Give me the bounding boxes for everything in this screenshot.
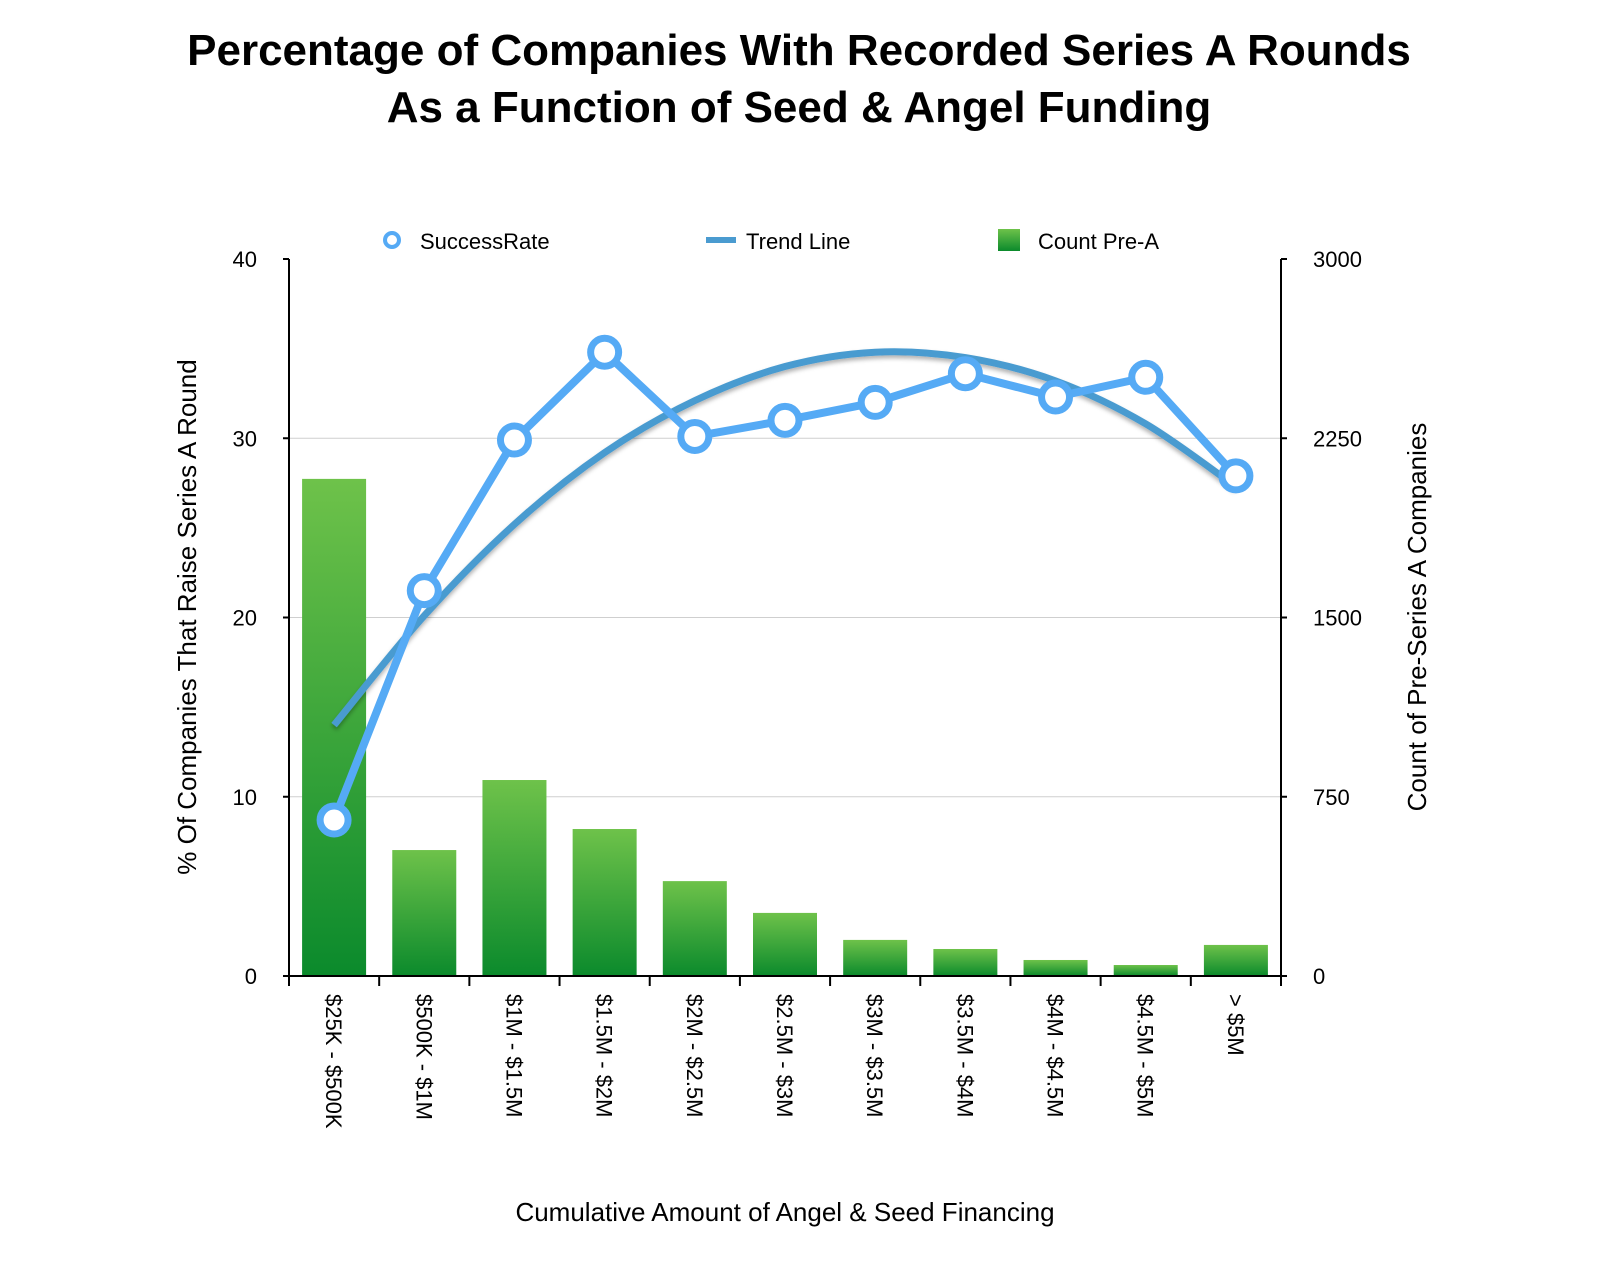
legend-count-marker xyxy=(998,229,1020,251)
x-tick-label: $1M - $1.5M xyxy=(501,994,526,1118)
y-left-tick-label: 10 xyxy=(233,785,257,810)
y-left-tick-label: 0 xyxy=(245,964,257,989)
y-left-tick-label: 30 xyxy=(233,426,257,451)
legend-successrate-marker xyxy=(383,231,401,249)
y-right-tick-label: 750 xyxy=(1313,785,1350,810)
bar-count-pre-a xyxy=(933,948,998,976)
successrate-point xyxy=(496,422,532,458)
successrate-point xyxy=(587,334,623,370)
x-tick-label: $2M - $2.5M xyxy=(682,994,707,1118)
x-tick-label: $4M - $4.5M xyxy=(1043,994,1068,1118)
successrate-point xyxy=(767,402,803,438)
x-tick-label: > $5M xyxy=(1223,994,1248,1056)
x-tick-label: $25K - $500K xyxy=(321,994,346,1129)
y-left-tick-label: 20 xyxy=(233,606,257,631)
legend: SuccessRate Trend Line Count Pre-A xyxy=(383,229,1159,254)
y-axis-right-label: Count of Pre-Series A Companies xyxy=(1402,423,1432,812)
successrate-point xyxy=(857,384,893,420)
bar-count-pre-a xyxy=(482,780,547,976)
bar-count-pre-a xyxy=(662,881,727,976)
successrate-point xyxy=(1128,359,1164,395)
title-line-1: Percentage of Companies With Recorded Se… xyxy=(187,26,1411,75)
bar-count-pre-a xyxy=(1113,965,1178,976)
successrate-point xyxy=(406,573,442,609)
x-axis-label: Cumulative Amount of Angel & Seed Financ… xyxy=(515,1197,1054,1227)
y-right-tick-label: 1500 xyxy=(1313,606,1362,631)
successrate-point xyxy=(316,802,352,838)
legend-count-label: Count Pre-A xyxy=(1038,229,1159,254)
bar-count-pre-a xyxy=(753,912,817,976)
successrate-point xyxy=(1218,458,1254,494)
y-right-tick-label: 3000 xyxy=(1313,247,1362,272)
bar-count-pre-a xyxy=(843,939,908,976)
x-tick-label: $4.5M - $5M xyxy=(1133,994,1158,1118)
successrate-point xyxy=(677,418,713,454)
y-right-tick-label: 2250 xyxy=(1313,426,1362,451)
y-left-tick-label: 40 xyxy=(233,247,257,272)
x-tick-label: $500K - $1M xyxy=(411,994,436,1120)
successrate-point xyxy=(1038,379,1074,415)
x-tick-label: $3M - $3.5M xyxy=(862,994,887,1118)
bar-count-pre-a xyxy=(302,478,367,976)
legend-trend-label: Trend Line xyxy=(746,229,850,254)
title-line-2: As a Function of Seed & Angel Funding xyxy=(386,83,1212,132)
bar-count-pre-a xyxy=(1203,944,1268,976)
x-tick-label: $3.5M - $4M xyxy=(952,994,977,1118)
y-axis-left-label: % Of Companies That Raise Series A Round xyxy=(172,359,202,874)
legend-successrate-label: SuccessRate xyxy=(420,229,550,254)
x-tick-label: $2.5M - $3M xyxy=(772,994,797,1118)
successrate-point xyxy=(947,356,983,392)
x-tick-label: $1.5M - $2M xyxy=(592,994,617,1118)
bar-count-pre-a xyxy=(1023,959,1088,976)
bar-count-pre-a xyxy=(572,829,637,976)
chart-title: Percentage of Companies With Recorded Se… xyxy=(0,22,1598,136)
bar-count-pre-a xyxy=(392,850,457,976)
y-right-tick-label: 0 xyxy=(1313,964,1325,989)
